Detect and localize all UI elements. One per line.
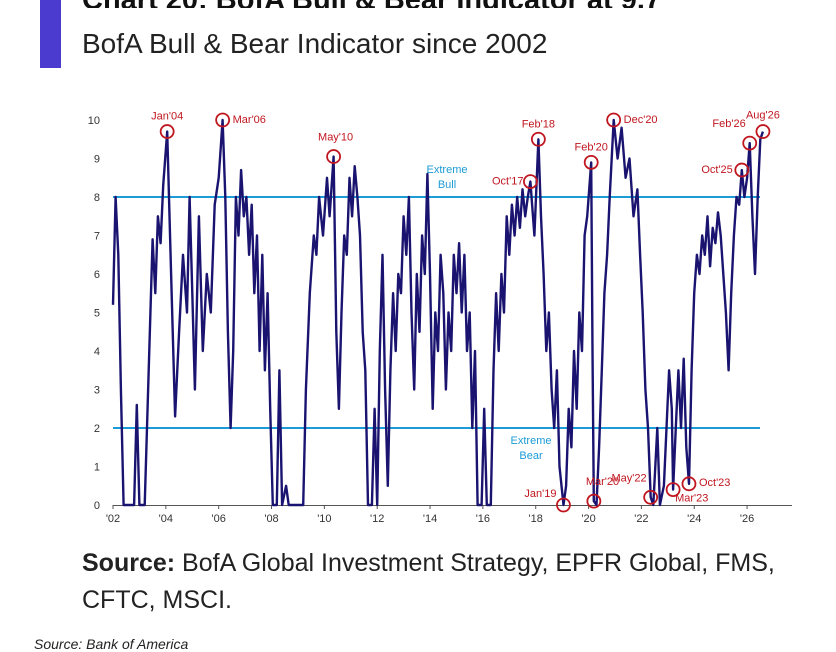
annotation-label: Mar'20: [586, 476, 619, 488]
y-tick-label: 4: [94, 346, 100, 358]
y-tick-label: 2: [94, 423, 100, 435]
annotation-label: May'10: [318, 132, 353, 144]
threshold-label: Extreme: [427, 164, 468, 176]
peak-trough-annotations: Jan'04 Mar'06 May'10 Oct'17 Feb'18 Jan'19 Feb'…: [151, 110, 780, 513]
annotation-label: Feb'20: [575, 141, 608, 153]
line-chart: '02 '04 '06 '08 '10 '12 '14 '16 '18 '20 '22 '24 '26 0…: [88, 110, 792, 525]
x-tick-label: '26: [740, 513, 754, 525]
annotation-label: Oct'23: [699, 477, 730, 489]
x-tick-label: '06: [212, 513, 226, 525]
annotation-circle: [742, 135, 758, 151]
source-note: Source: BofA Global Investment Strategy,…: [82, 545, 802, 619]
annotation-circle: [326, 149, 342, 164]
annotation-circle: [734, 162, 750, 178]
x-tick-label: '18: [529, 513, 543, 525]
x-tick-label: '20: [581, 513, 595, 525]
annotation-label: Dec'20: [624, 114, 658, 126]
annotation-circle: [681, 476, 697, 492]
annotation-circle: [530, 131, 546, 147]
annotation-label: Oct'25: [701, 164, 732, 176]
annotation-label: Aug'26: [746, 110, 780, 122]
annotation-circle: [215, 112, 231, 128]
footnote: Source: Bank of America: [34, 636, 189, 652]
y-tick-label: 3: [94, 385, 100, 397]
y-tick-label: 5: [94, 308, 100, 320]
x-tick-label: '10: [317, 513, 331, 525]
annotation-circle: [586, 493, 602, 509]
annotation-label: Feb'18: [522, 118, 555, 130]
y-tick-label: 6: [94, 269, 100, 281]
annotation-circle: [643, 489, 659, 505]
threshold-label: Extreme: [511, 435, 552, 447]
annotation-circle: [159, 124, 175, 139]
indicator-series-line: [111, 118, 765, 507]
x-tick-label: '24: [687, 513, 701, 525]
series-layer: [111, 118, 765, 507]
annotation-circle: [755, 124, 771, 139]
axes: '02 '04 '06 '08 '10 '12 '14 '16 '18 '20 '22 '24 '26 0…: [88, 115, 792, 525]
annotation-circle: [606, 112, 622, 128]
annotation-label: Feb'26: [712, 118, 745, 130]
annotation-circle: [665, 482, 681, 498]
threshold-label: Bull: [438, 179, 456, 191]
x-tick-label: '12: [370, 513, 384, 525]
threshold-label: Bear: [519, 450, 543, 462]
annotation-label: Mar'06: [233, 114, 266, 126]
chart-subtitle: BofA Bull & Bear Indicator since 2002: [82, 28, 548, 59]
y-tick-label: 10: [88, 115, 100, 127]
annotation-label: Jan'19: [524, 488, 556, 500]
annotation-circle: [556, 497, 571, 513]
annotation-label: Oct'17: [492, 176, 523, 188]
y-tick-label: 1: [94, 462, 100, 474]
x-tick-label: '14: [423, 513, 437, 525]
chart-title: Chart 20: BofA Bull & Bear Indicator at …: [82, 0, 822, 8]
x-tick-label: '22: [634, 513, 648, 525]
x-tick-label: '04: [159, 513, 173, 525]
accent-bar: [40, 0, 61, 68]
source-text: BofA Global Investment Strategy, EPFR Gl…: [82, 549, 775, 614]
annotation-circle: [583, 154, 599, 170]
x-tick-label: '02: [106, 513, 120, 525]
threshold-lines: Extreme Bull Extreme Bear: [113, 164, 760, 462]
y-tick-label: 9: [94, 154, 100, 166]
annotation-label: Mar'23: [675, 493, 708, 505]
x-tick-label: '16: [476, 513, 490, 525]
y-tick-label: 0: [94, 500, 100, 512]
y-tick-label: 8: [94, 192, 100, 204]
annotation-circle: [523, 174, 538, 189]
annotation-label: Jan'04: [151, 111, 183, 123]
annotation-label: May'22: [612, 472, 647, 484]
x-tick-label: '08: [264, 513, 278, 525]
source-label: Source:: [82, 549, 176, 577]
y-tick-label: 7: [94, 231, 100, 243]
